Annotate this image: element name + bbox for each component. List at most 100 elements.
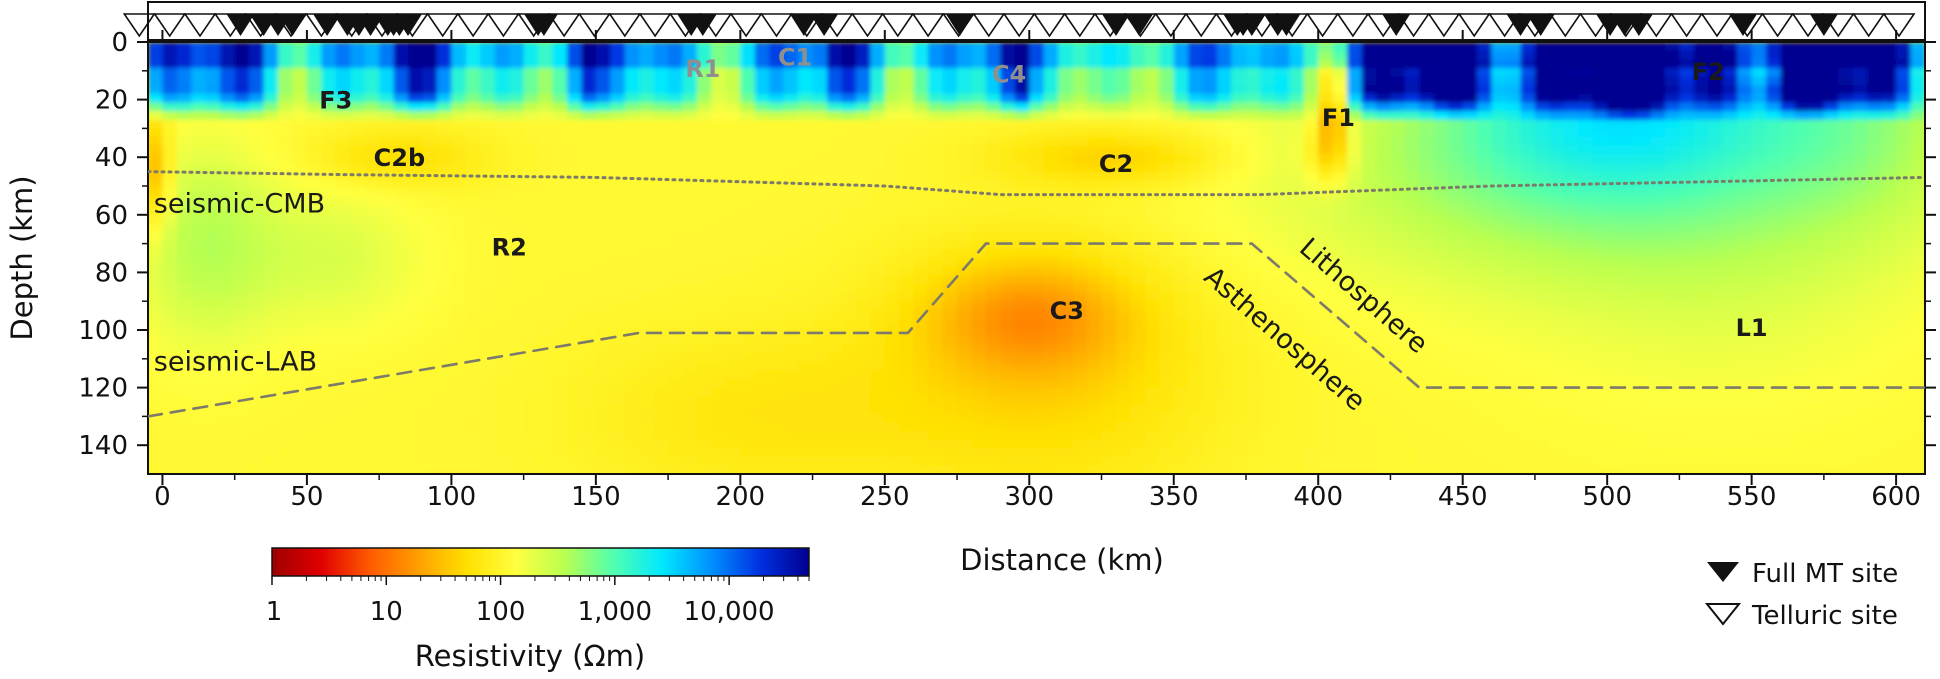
heat-cell (1376, 67, 1392, 78)
heat-cell (1217, 353, 1233, 363)
heat-cell (870, 430, 886, 441)
heat-cell (393, 370, 409, 380)
heat-cell (639, 396, 655, 406)
heat-cell (985, 258, 1002, 268)
heat-cell (1043, 93, 1059, 104)
heat-cell (523, 387, 539, 398)
heat-cell (191, 465, 207, 474)
heat-cell (1144, 327, 1161, 337)
heat-cell (1058, 379, 1074, 389)
heat-cell (899, 370, 915, 380)
heat-cell (234, 180, 250, 190)
heat-cell (783, 353, 799, 363)
heat-cell (451, 292, 467, 303)
heat-cell (1087, 145, 1103, 156)
heat-cell (1549, 275, 1565, 285)
heat-cell (682, 206, 698, 216)
heat-cell (292, 67, 308, 78)
heat-cell (1144, 387, 1161, 398)
heat-cell (1361, 301, 1377, 311)
heat-cell (1144, 275, 1161, 285)
heat-cell (1520, 465, 1536, 474)
heat-cell (379, 258, 395, 268)
heat-cell (480, 456, 496, 467)
heat-cell (552, 67, 568, 78)
heat-cell (899, 240, 915, 251)
heat-cell (292, 171, 308, 182)
heat-cell (552, 465, 568, 474)
heat-cell (249, 240, 265, 251)
heat-cell (884, 42, 901, 52)
heat-cell (942, 396, 958, 406)
heat-cell (624, 361, 641, 372)
heat-cell (1534, 361, 1551, 372)
heat-cell (523, 361, 539, 372)
heat-cell (1144, 214, 1161, 225)
heat-cell (1043, 206, 1059, 216)
heat-cell (1159, 85, 1175, 95)
heat-cell (769, 422, 785, 432)
heat-cell (1419, 214, 1435, 225)
heat-cell (740, 59, 756, 69)
heat-cell (783, 422, 799, 432)
heat-cell (1549, 240, 1565, 251)
heat-cell (321, 396, 337, 406)
heat-cell (855, 67, 872, 78)
heat-cell (1116, 206, 1132, 216)
heat-cell (1246, 59, 1262, 69)
heat-cell (451, 188, 467, 199)
heat-cell (234, 93, 250, 104)
heat-cell (985, 85, 1002, 95)
heat-cell (581, 318, 597, 328)
heat-cell (884, 214, 901, 225)
heat-cell (1520, 197, 1536, 207)
heat-cell (1029, 145, 1045, 156)
heat-cell (567, 93, 583, 104)
heat-cell (841, 171, 857, 182)
heat-cell (350, 344, 366, 354)
heat-cell (668, 430, 684, 441)
heat-cell (523, 197, 539, 207)
heat-cell (1246, 119, 1262, 130)
heat-cell (567, 465, 583, 474)
heat-cell (884, 448, 901, 458)
heat-cell (653, 154, 669, 164)
heat-cell (1289, 258, 1305, 268)
heat-cell (494, 465, 510, 474)
heat-cell (812, 232, 828, 242)
heat-cell (639, 465, 655, 474)
heat-cell (1549, 353, 1565, 363)
heat-cell (855, 223, 872, 233)
heat-cell (1534, 292, 1551, 303)
heat-cell (624, 206, 641, 216)
heat-cell (191, 370, 207, 380)
heat-cell (379, 361, 395, 372)
heat-cell (422, 76, 438, 87)
heat-cell (263, 370, 279, 380)
heat-cell (942, 301, 958, 311)
heat-cell (1477, 76, 1493, 87)
heat-cell (292, 206, 308, 216)
heat-cell (1534, 137, 1551, 147)
heat-cell (162, 240, 178, 251)
heat-cell (1058, 197, 1074, 207)
heat-cell (1549, 430, 1565, 441)
heat-cell (769, 361, 785, 372)
heat-cell (1231, 266, 1247, 277)
heat-cell (1130, 370, 1146, 380)
heat-cell (581, 379, 597, 389)
heat-cell (1159, 283, 1175, 294)
heat-cell (740, 119, 756, 130)
heat-cell (985, 67, 1002, 78)
heat-cell (1318, 232, 1334, 242)
heat-cell (1520, 292, 1536, 303)
heat-cell (1043, 154, 1059, 164)
heat-cell (827, 163, 843, 173)
heat-cell (509, 50, 525, 61)
heat-cell (364, 128, 380, 138)
heat-cell (1274, 448, 1291, 458)
heat-cell (552, 387, 568, 398)
heat-cell (321, 283, 337, 294)
heat-cell (1072, 387, 1088, 398)
heat-cell (436, 180, 453, 190)
